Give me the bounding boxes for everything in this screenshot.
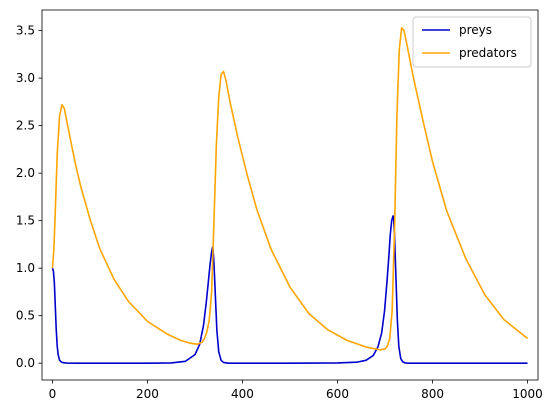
x-axis: 0 200 400 600 800 1000 — [49, 380, 543, 401]
plot-background — [42, 10, 538, 380]
x-tick-label: 800 — [421, 387, 444, 401]
y-tick-label: 2.5 — [16, 119, 35, 133]
y-tick-label: 0.5 — [16, 309, 35, 323]
legend-label-preys: preys — [459, 23, 492, 37]
y-tick-label: 3.0 — [16, 71, 35, 85]
plot-frame — [41, 9, 539, 381]
series-line-preys — [51, 215, 528, 364]
y-tick-label: 0.0 — [16, 356, 35, 370]
x-tick-label: 400 — [231, 387, 254, 401]
series-line-predators — [51, 26, 529, 351]
legend: preys predators — [412, 16, 532, 68]
x-tick-label: 0 — [49, 387, 57, 401]
y-axis: 0.0 0.5 1.0 1.5 2.0 2.5 3.0 3.5 — [16, 24, 42, 370]
y-tick-label: 3.5 — [16, 24, 35, 38]
y-tick-label: 1.5 — [16, 214, 35, 228]
legend-label-predators: predators — [459, 46, 517, 60]
y-tick-label: 2.0 — [16, 166, 35, 180]
x-tick-label: 1000 — [512, 387, 543, 401]
x-tick-label: 600 — [326, 387, 349, 401]
x-tick-label: 200 — [136, 387, 159, 401]
series-layer — [51, 26, 529, 364]
y-tick-label: 1.0 — [16, 261, 35, 275]
